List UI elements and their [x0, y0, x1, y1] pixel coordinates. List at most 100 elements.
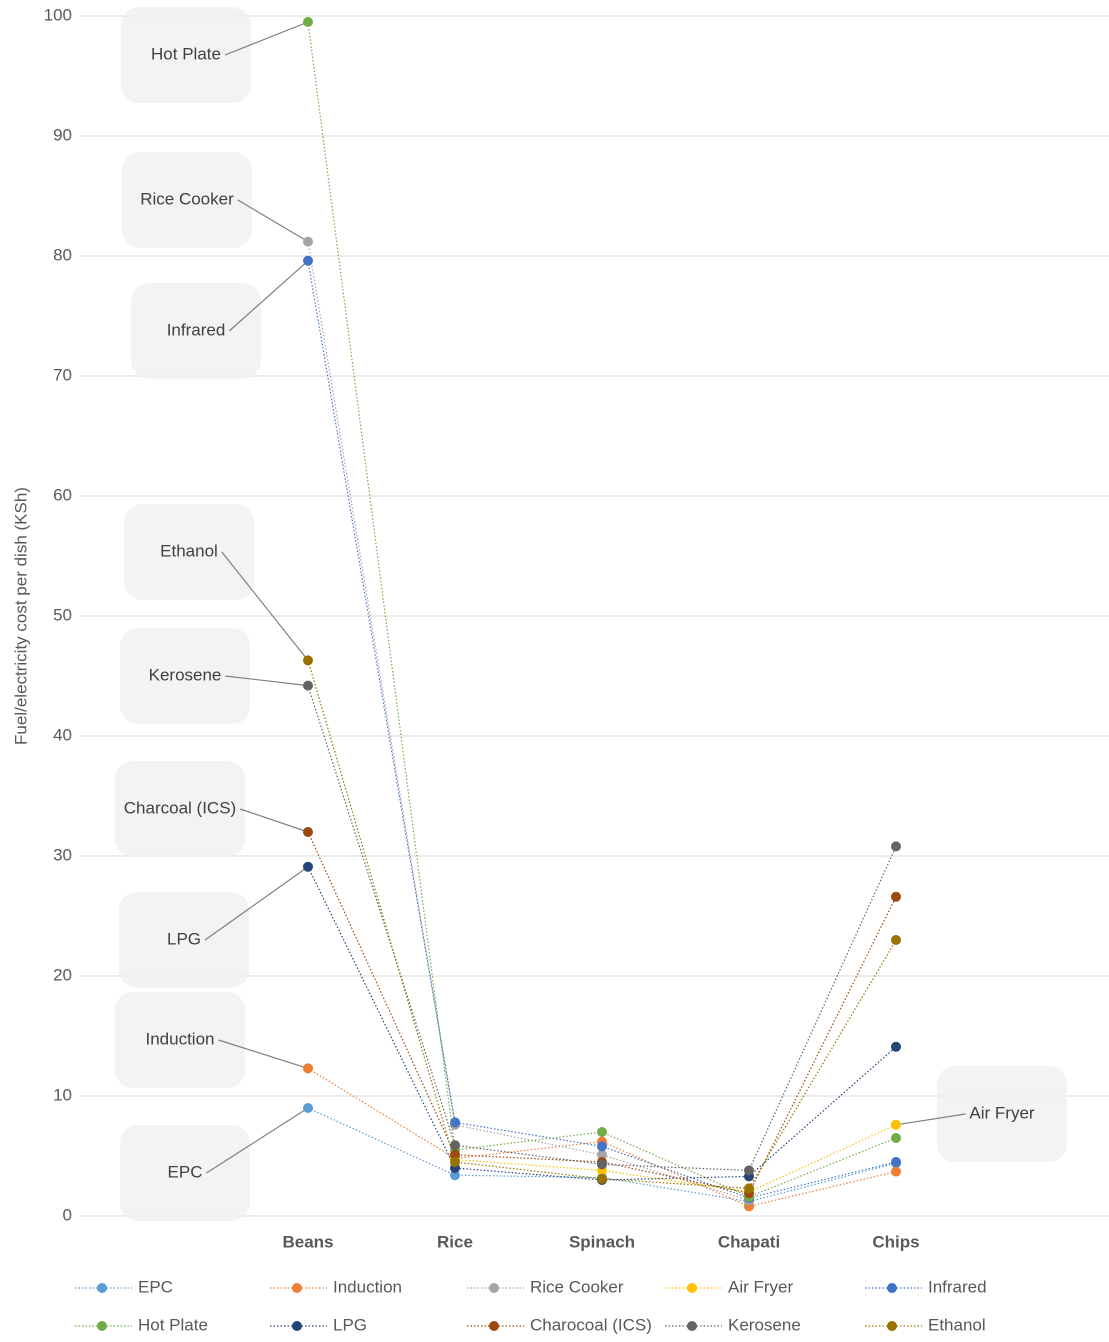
y-tick-label: 50	[53, 605, 72, 624]
legend-item: Air Fryer	[665, 1277, 794, 1296]
legend-item: Induction	[270, 1277, 402, 1296]
y-tick-label: 30	[53, 845, 72, 864]
device-image	[124, 504, 254, 600]
annotation: Hot Plate	[151, 44, 221, 63]
device-image	[121, 7, 251, 103]
data-point	[303, 655, 313, 666]
annotation: EPC	[168, 1162, 203, 1181]
data-point	[891, 935, 901, 945]
y-tick-label: 80	[53, 245, 72, 264]
series-line	[454, 1124, 897, 1193]
data-point	[303, 827, 313, 837]
data-point	[891, 841, 901, 852]
data-point	[597, 1159, 607, 1170]
legend-item: Hot Plate	[75, 1315, 208, 1334]
data-point	[450, 1157, 460, 1167]
series-line	[307, 660, 897, 1190]
data-point	[744, 1165, 754, 1176]
annotation: LPG	[167, 929, 201, 948]
legend-label: Induction	[333, 1277, 402, 1296]
device-image	[115, 992, 245, 1088]
y-tick-label: 10	[53, 1085, 72, 1104]
annotation: Rice Cooker	[140, 189, 234, 208]
device-image	[120, 1125, 250, 1221]
legend-label: Ethanol	[928, 1315, 986, 1334]
data-point	[597, 1173, 607, 1184]
y-tick-label: 70	[53, 365, 72, 384]
legend-item: Ethanol	[865, 1315, 986, 1334]
legend-marker	[292, 1321, 302, 1331]
legend-label: EPC	[138, 1277, 173, 1296]
data-point	[303, 236, 313, 247]
legend-marker	[97, 1283, 107, 1293]
legend-marker	[687, 1283, 697, 1293]
y-tick-label: 100	[44, 5, 72, 24]
x-tick-label: Chips	[872, 1232, 919, 1251]
legend-marker	[887, 1321, 897, 1331]
annotation-connector	[206, 1107, 309, 1174]
data-point	[744, 1183, 754, 1194]
y-tick-label: 90	[53, 125, 72, 144]
data-point	[303, 1063, 313, 1074]
annotation: Infrared	[167, 320, 226, 339]
data-point	[450, 1140, 460, 1151]
annotation: Kerosene	[149, 665, 222, 684]
annotation: Charcoal (ICS)	[124, 798, 236, 817]
annotation-connector	[237, 199, 309, 243]
data-point	[891, 891, 901, 902]
data-point	[597, 1141, 607, 1152]
legend-item: EPC	[75, 1277, 173, 1296]
legend-item: Rice Cooker	[467, 1277, 624, 1296]
annotation: Air Fryer	[969, 1103, 1035, 1122]
series-line	[307, 685, 897, 1172]
legend-marker	[292, 1283, 302, 1293]
annotation-connector	[228, 260, 309, 332]
x-tick-label: Spinach	[569, 1232, 635, 1251]
legend-marker	[97, 1321, 107, 1331]
legend-marker	[687, 1321, 697, 1331]
legend-label: Charocoal (ICS)	[530, 1315, 652, 1334]
legend-label: Infrared	[928, 1277, 987, 1296]
series-line	[307, 21, 897, 1198]
legend-label: Air Fryer	[728, 1277, 794, 1296]
y-tick-label: 40	[53, 725, 72, 744]
data-point	[891, 1166, 901, 1177]
annotation-connector	[218, 1039, 309, 1069]
y-tick-label: 60	[53, 485, 72, 504]
x-tick-label: Rice	[437, 1232, 473, 1251]
device-image	[131, 283, 261, 379]
annotation-connector	[895, 1113, 966, 1126]
legend-item: Kerosene	[665, 1315, 801, 1334]
data-point	[303, 861, 313, 872]
annotation-connector	[240, 808, 309, 833]
data-point	[597, 1127, 607, 1137]
device-image	[119, 892, 249, 988]
data-point	[303, 680, 313, 691]
data-point	[450, 1170, 460, 1181]
legend-label: Rice Cooker	[530, 1277, 624, 1296]
legend-marker	[887, 1283, 897, 1293]
device-image	[120, 628, 250, 724]
device-image	[937, 1066, 1067, 1162]
legend-item: LPG	[270, 1315, 367, 1334]
y-axis-title: Fuel/electricity cost per dish (KSh)	[11, 487, 30, 745]
legend-marker	[489, 1321, 499, 1331]
series-line	[307, 260, 897, 1199]
data-point	[303, 255, 313, 266]
annotation-connector	[225, 675, 309, 687]
annotation-connector	[204, 866, 309, 941]
legend-label: LPG	[333, 1315, 367, 1334]
annotation-connector	[224, 21, 309, 56]
data-point	[891, 1157, 901, 1167]
device-image	[122, 152, 252, 248]
x-tick-label: Beans	[282, 1232, 333, 1251]
annotation: Induction	[146, 1029, 215, 1048]
legend-label: Hot Plate	[138, 1315, 208, 1334]
annotation: Ethanol	[160, 541, 218, 560]
device-image	[115, 761, 245, 857]
data-point	[891, 1119, 901, 1130]
series-line	[307, 241, 750, 1201]
data-point	[303, 1103, 313, 1113]
data-point	[597, 1149, 607, 1160]
